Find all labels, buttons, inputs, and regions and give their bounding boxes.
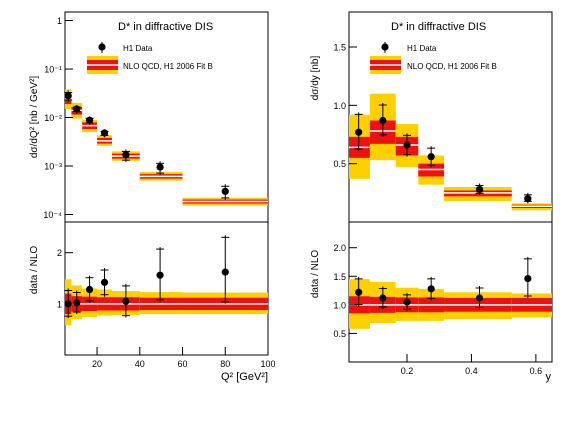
legend-entry-data: H1 Data (123, 44, 153, 53)
panel-title: D* in diffractive DIS (391, 21, 486, 33)
y-axis-label: data / NLO (29, 246, 40, 295)
y-tick-label: 10⁻⁴ (43, 210, 62, 220)
y-tick-label: 1.5 (333, 272, 346, 282)
panel-top-right: 0.5 1.0 1.5 D* in diffractive DIS dσ/dy [n… (310, 11, 553, 223)
x-axis-label: y (546, 371, 552, 383)
legend-entry-nlo: NLO QCD, H1 2006 Fit B (123, 62, 213, 71)
data-point (524, 274, 532, 283)
data-point (403, 298, 411, 306)
data-point (403, 141, 411, 149)
y-tick-label: 1 (57, 299, 62, 309)
y-tick-label: 1.0 (333, 300, 346, 310)
data-point (73, 299, 81, 307)
y-tick-label: 0.5 (333, 329, 346, 339)
y-axis-label: data / NLO (310, 250, 321, 299)
legend-marker-point (381, 43, 389, 51)
data-point (355, 128, 363, 136)
y-tick-label: 10⁻² (44, 113, 62, 123)
data-point (156, 271, 164, 279)
data-point (379, 294, 387, 302)
data-point (85, 285, 94, 294)
data-point (73, 105, 81, 113)
x-tick-label: 40 (135, 359, 145, 369)
data-point (475, 185, 484, 193)
y-tick-label: 0.5 (333, 159, 346, 169)
data-point (122, 297, 130, 305)
y-axis-label: dσ/dy [nb] (310, 56, 321, 101)
x-axis-label: Q² [GeV²] (221, 371, 268, 383)
data-point (122, 151, 130, 159)
panel-bottom-left: 1 2 20 40 60 80 100 data / NLO Q² [GeV²] (29, 221, 276, 383)
panel-bottom-right: 0.5 1.0 1.5 2.0 0.2 0.4 0.6 data / NLO y (310, 221, 553, 383)
x-tick-label: 20 (92, 359, 102, 369)
x-tick-label: 80 (220, 359, 230, 369)
y-axis-label: dσ/dQ² [nb / GeV²] (29, 76, 40, 159)
x-tick-label: 60 (178, 359, 188, 369)
data-point (221, 187, 229, 195)
panel-top-left: 10⁻⁴10⁻³10⁻²10⁻¹1 D* in diffractive DIS … (29, 11, 269, 223)
data-point (524, 195, 532, 203)
panel-title: D* in diffractive DIS (118, 21, 213, 33)
panel-frame (64, 11, 269, 223)
data-point (64, 92, 72, 100)
data-point (427, 153, 435, 161)
data-point (379, 116, 387, 125)
data-point (221, 268, 229, 276)
data-point (156, 163, 164, 171)
y-tick-label: 2.0 (333, 243, 346, 253)
legend-marker-point (98, 43, 106, 51)
x-tick-label: 0.2 (401, 366, 414, 376)
y-tick-label: 1.5 (333, 43, 346, 53)
data-point (100, 278, 109, 286)
legend: H1 Data NLO QCD, H1 2006 Fit B (87, 42, 213, 74)
x-tick-label: 0.6 (530, 366, 543, 376)
y-tick-label: 10⁻³ (44, 162, 62, 172)
data-point (475, 294, 484, 302)
x-tick-label: 0.4 (465, 366, 478, 376)
data-point (64, 300, 72, 308)
data-point (100, 129, 109, 137)
data-point (427, 285, 435, 293)
y-tick-label: 1.0 (333, 101, 346, 111)
y-tick-label: 10⁻¹ (44, 65, 62, 75)
legend: H1 Data NLO QCD, H1 2006 Fit B (370, 42, 497, 74)
y-tick-label: 1 (57, 16, 62, 26)
legend-entry-data: H1 Data (407, 44, 437, 53)
y-tick-label: 2 (57, 248, 62, 258)
data-point (355, 288, 363, 296)
legend-entry-nlo: NLO QCD, H1 2006 Fit B (407, 62, 497, 71)
x-tick-label: 100 (260, 359, 275, 369)
data-point (85, 116, 94, 124)
